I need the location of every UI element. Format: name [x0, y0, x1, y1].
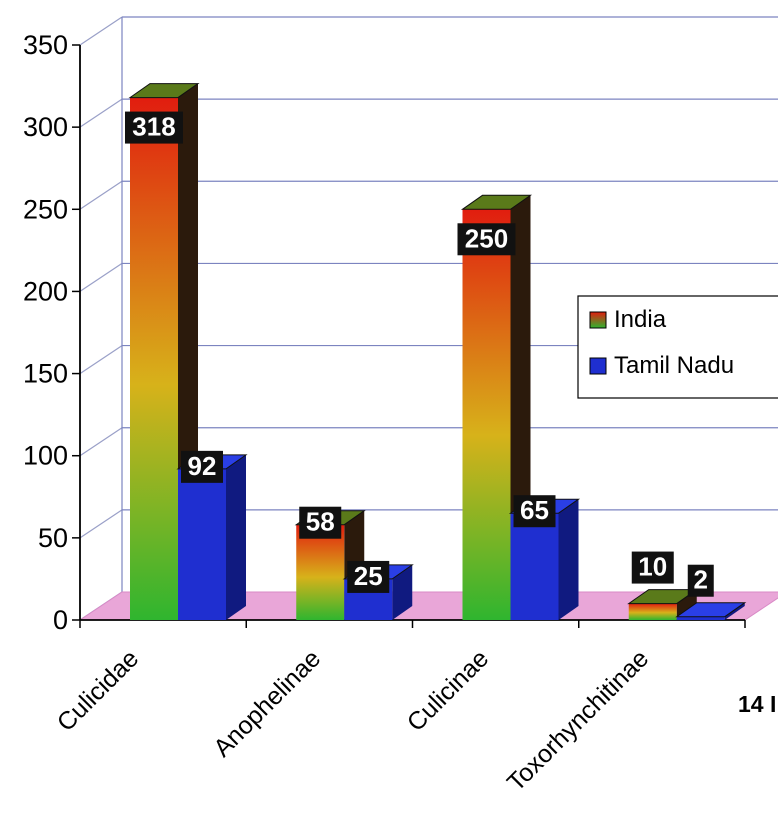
x-category-label: Culicinae: [402, 644, 495, 737]
data-label: 65: [513, 495, 556, 528]
legend-label: India: [614, 306, 667, 333]
gridline-side: [79, 16, 123, 46]
gridline-side: [79, 427, 123, 457]
data-label: 318: [125, 111, 183, 144]
y-tick-label: 150: [23, 359, 68, 389]
bars: [128, 83, 747, 621]
y-tick-label: 100: [23, 441, 68, 471]
y-tick-label: 50: [38, 523, 68, 553]
x-category-label: Anophelinae: [208, 644, 326, 762]
legend: India Tamil Nadu: [577, 295, 778, 399]
data-labels: 318 92 58 25 250 65 10 2: [125, 111, 714, 597]
bar-front: [130, 97, 178, 621]
legend-label: Tamil Nadu: [614, 352, 734, 379]
data-label: 25: [347, 560, 390, 593]
footnote-text: 14 I: [738, 691, 776, 717]
bar-india: [627, 589, 699, 620]
gridline-side: [79, 345, 123, 375]
x-category-label: Toxorhynchitinae: [502, 644, 654, 796]
data-label-text: 2: [694, 565, 708, 595]
y-tick-label: 350: [23, 30, 68, 60]
bar-top: [128, 83, 200, 99]
data-label-box: [125, 111, 183, 144]
bar-side: [558, 499, 579, 620]
data-label: 250: [457, 223, 516, 256]
bar-front: [510, 513, 559, 620]
bar-side: [392, 564, 413, 620]
data-label-text: 58: [306, 507, 335, 537]
data-label-box: [181, 450, 223, 483]
gridline-side: [79, 98, 123, 128]
y-tick-label: 250: [23, 194, 68, 224]
y-tick-label: 300: [23, 112, 68, 142]
data-label-box: [513, 495, 556, 528]
y-tick-label: 200: [23, 276, 68, 306]
bar-front: [462, 209, 511, 621]
data-label-text: 25: [354, 561, 383, 591]
bar-tamil-nadu: [675, 602, 747, 620]
y-tick-label: 0: [53, 605, 68, 635]
data-label-text: 65: [520, 495, 549, 525]
data-label-box: [347, 560, 390, 593]
bar-tamil-nadu: [176, 454, 248, 620]
data-label-box: [687, 564, 714, 597]
bar-top: [460, 194, 533, 210]
legend-box: [577, 295, 778, 399]
data-label-text: 10: [638, 552, 667, 582]
legend-swatch: [589, 357, 607, 375]
data-label-text: 92: [188, 451, 217, 481]
bar-india: [460, 194, 533, 621]
data-label: 10: [631, 551, 674, 584]
data-label: 58: [299, 506, 342, 539]
bar-top: [675, 602, 747, 618]
x-category-label: Culicidae: [52, 644, 145, 737]
bar-side: [226, 454, 246, 620]
bar-front: [628, 603, 677, 620]
bar-india: [128, 83, 200, 621]
bar-side: [724, 602, 745, 620]
gridline-side: [79, 509, 123, 539]
legend-swatch: [589, 311, 607, 329]
bar-front: [296, 524, 345, 620]
data-label-box: [457, 223, 516, 256]
gridline-side: [79, 180, 123, 210]
data-label: 92: [181, 450, 223, 483]
data-label-text: 250: [465, 223, 508, 253]
bar-front: [178, 468, 226, 620]
data-label-text: 318: [132, 112, 175, 142]
data-label-box: [631, 551, 674, 584]
data-label: 2: [687, 564, 714, 597]
bar-front: [676, 616, 725, 620]
bar-side: [676, 589, 697, 620]
gridlines: [78, 16, 778, 621]
gridline-side: [79, 262, 123, 292]
data-label-box: [299, 506, 342, 539]
